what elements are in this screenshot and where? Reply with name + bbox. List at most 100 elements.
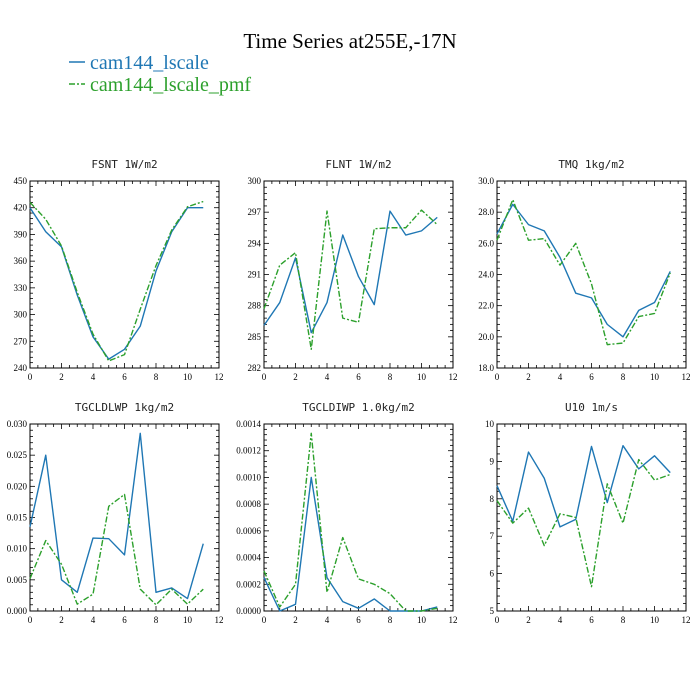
- y-tick-label: 22.0: [478, 301, 494, 311]
- y-tick-label: 26.0: [478, 238, 494, 248]
- y-tick-label: 0.0000: [236, 606, 261, 616]
- x-tick-label: 6: [122, 615, 127, 625]
- x-tick-label: 6: [589, 372, 594, 382]
- y-tick-label: 0.015: [7, 513, 28, 523]
- y-tick-label: 291: [248, 270, 262, 280]
- y-tick-label: 294: [248, 238, 262, 248]
- panels-grid: FSNT 1W/m20 2 4 6 8 10 12240270300330360390420…: [7, 158, 691, 625]
- panel-4: TGCLDLWP 1kg/m2 0 2 4 6 8 10 12 0.000 0.005 0.010 0…: [7, 401, 224, 625]
- x-tick-label: 12: [682, 372, 691, 382]
- y-tick-label: 0.0010: [236, 472, 261, 482]
- plot-frame: [496, 180, 687, 369]
- x-tick-label: 2: [59, 615, 64, 625]
- y-tick-label: 0.010: [7, 544, 28, 554]
- panel-title: FLNT 1W/m2: [325, 158, 391, 171]
- y-tick-label: 0.0002: [236, 579, 261, 589]
- x-tick-label: 8: [388, 615, 393, 625]
- y-tick-label: 450: [14, 176, 28, 186]
- legend-label-lscale-pmf: cam144_lscale_pmf: [90, 74, 251, 96]
- x-tick-label: 8: [621, 372, 626, 382]
- x-tick-label: 2: [526, 615, 531, 625]
- x-tick-label: 10: [650, 615, 660, 625]
- y-tick-label: 297: [248, 207, 262, 217]
- series-line-lscale-pmf: [496, 198, 671, 346]
- y-tick-label: 7: [490, 531, 495, 541]
- y-tick-label: 30.0: [478, 176, 494, 186]
- y-tick-label: 288: [248, 301, 262, 311]
- y-tick-label: 0.000: [7, 606, 28, 616]
- y-tick-label: 0.0006: [236, 526, 261, 536]
- plot-frame: [263, 180, 454, 369]
- x-tick-label: 0: [495, 615, 500, 625]
- plot-frame: [29, 423, 220, 612]
- x-tick-label: 6: [356, 615, 361, 625]
- y-tick-label: 28.0: [478, 207, 494, 217]
- x-tick-label: 0: [495, 372, 500, 382]
- y-tick-label: 390: [14, 229, 28, 239]
- panel-title: TGCLDIWP 1.0kg/m2: [302, 401, 415, 414]
- y-tick-label: 0.0004: [236, 553, 261, 563]
- series-line-lscale: [263, 210, 438, 334]
- y-tick-label: 240: [14, 363, 28, 373]
- x-tick-label: 0: [28, 615, 33, 625]
- series-line-lscale-pmf: [496, 458, 671, 588]
- y-tick-label: 10: [485, 419, 495, 429]
- x-tick-label: 2: [293, 615, 298, 625]
- series-line-lscale: [496, 444, 671, 528]
- x-tick-label: 4: [325, 372, 330, 382]
- panel-title: U10 1m/s: [565, 401, 618, 414]
- series-line-lscale: [29, 207, 204, 360]
- y-tick-label: 300: [248, 176, 262, 186]
- y-tick-label: 0.0012: [236, 446, 261, 456]
- y-tick-label: 24.0: [478, 270, 494, 280]
- panel-title: TMQ 1kg/m2: [558, 158, 624, 171]
- y-tick-label: 300: [14, 310, 28, 320]
- x-tick-label: 10: [650, 372, 660, 382]
- series-line-lscale: [263, 476, 438, 612]
- x-tick-label: 8: [621, 615, 626, 625]
- x-tick-label: 10: [417, 372, 427, 382]
- series-line-lscale-pmf: [29, 493, 204, 606]
- x-tick-label: 6: [122, 372, 127, 382]
- y-tick-label: 0.0008: [236, 499, 261, 509]
- x-tick-label: 12: [682, 615, 691, 625]
- x-tick-label: 12: [215, 615, 224, 625]
- y-tick-label: 360: [14, 256, 28, 266]
- plot-frame: [29, 180, 220, 369]
- y-tick-label: 282: [248, 363, 262, 373]
- y-tick-label: 18.0: [478, 363, 494, 373]
- x-tick-label: 8: [154, 372, 159, 382]
- y-tick-label: 6: [490, 569, 495, 579]
- x-tick-label: 10: [183, 615, 193, 625]
- panel-1: FSNT 1W/m2 0 2 4 6 8 10 12 240 270 300 330 360 390 420…: [14, 158, 224, 382]
- y-tick-label: 0.005: [7, 575, 28, 585]
- x-tick-label: 4: [91, 372, 96, 382]
- x-tick-label: 10: [417, 615, 427, 625]
- x-tick-label: 6: [589, 615, 594, 625]
- x-tick-label: 0: [262, 372, 267, 382]
- series-line-lscale-pmf: [29, 200, 204, 362]
- series-line-lscale-pmf: [263, 209, 438, 350]
- panel-title: TGCLDLWP 1kg/m2: [75, 401, 174, 414]
- y-tick-label: 0.030: [7, 419, 28, 429]
- panel-5: TGCLDIWP 1.0kg/m2 0 2 4 6 8 10 12 0.0000 0.0002 0.…: [236, 401, 457, 625]
- y-tick-label: 285: [248, 332, 262, 342]
- x-tick-label: 6: [356, 372, 361, 382]
- legend-label-lscale: cam144_lscale: [90, 52, 209, 74]
- x-tick-label: 10: [183, 372, 193, 382]
- plot-frame: [263, 423, 454, 612]
- y-tick-label: 8: [490, 494, 495, 504]
- x-tick-label: 4: [558, 372, 563, 382]
- panel-6: U10 1m/s 0 2 4 6 8 10 12 5 6 7 8 9 10: [485, 401, 691, 625]
- x-tick-label: 2: [59, 372, 64, 382]
- y-tick-label: 270: [14, 336, 28, 346]
- x-tick-label: 2: [526, 372, 531, 382]
- x-tick-label: 8: [154, 615, 159, 625]
- series-line-lscale-pmf: [263, 432, 438, 612]
- x-tick-label: 2: [293, 372, 298, 382]
- y-tick-label: 0.020: [7, 481, 28, 491]
- series-line-lscale: [496, 203, 671, 338]
- y-tick-label: 0.0014: [236, 419, 261, 429]
- x-tick-label: 4: [558, 615, 563, 625]
